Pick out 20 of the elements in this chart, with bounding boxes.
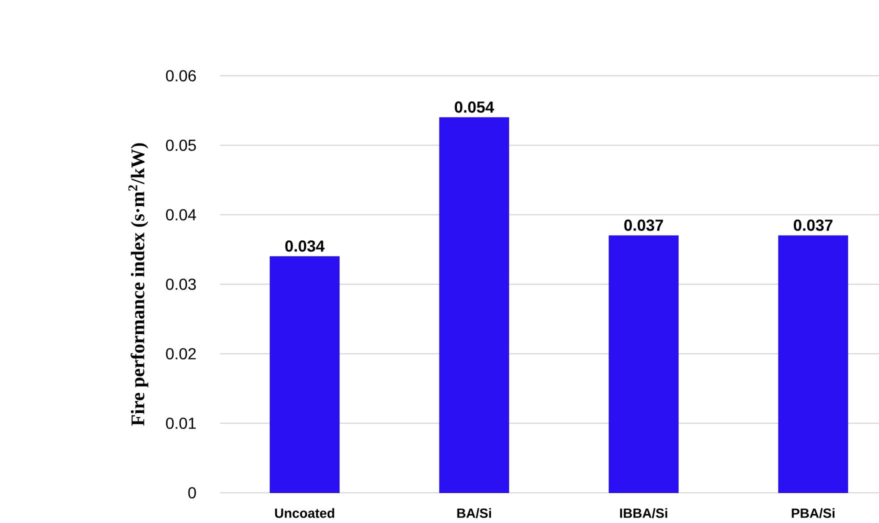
y-tick-label: 0.01 <box>166 418 196 429</box>
y-tick-label: 0.06 <box>166 70 196 82</box>
data-label: 0.037 <box>794 220 832 231</box>
y-tick-label: 0 <box>188 487 196 498</box>
data-label: 0.054 <box>454 101 494 113</box>
y-tick-label: 0.03 <box>166 278 196 290</box>
data-label: 0.034 <box>285 240 325 252</box>
y-axis-title: Fire performance index (s·m$^{2}$/kW) <box>128 143 148 426</box>
bar <box>778 235 848 494</box>
y-tick-label: 0.05 <box>166 140 196 151</box>
x-tick-label: IBBA/Si <box>620 508 668 518</box>
data-label: 0.037 <box>624 220 663 231</box>
x-tick-label: Uncoated <box>275 508 334 518</box>
bar <box>270 256 340 494</box>
y-tick-label: 0.02 <box>166 348 196 360</box>
bar <box>608 235 679 494</box>
x-tick-label: PBA/Si <box>792 508 834 518</box>
y-tick-label: 0.04 <box>166 209 196 220</box>
bar <box>439 117 510 494</box>
x-tick-label: BA/Si <box>457 508 492 518</box>
